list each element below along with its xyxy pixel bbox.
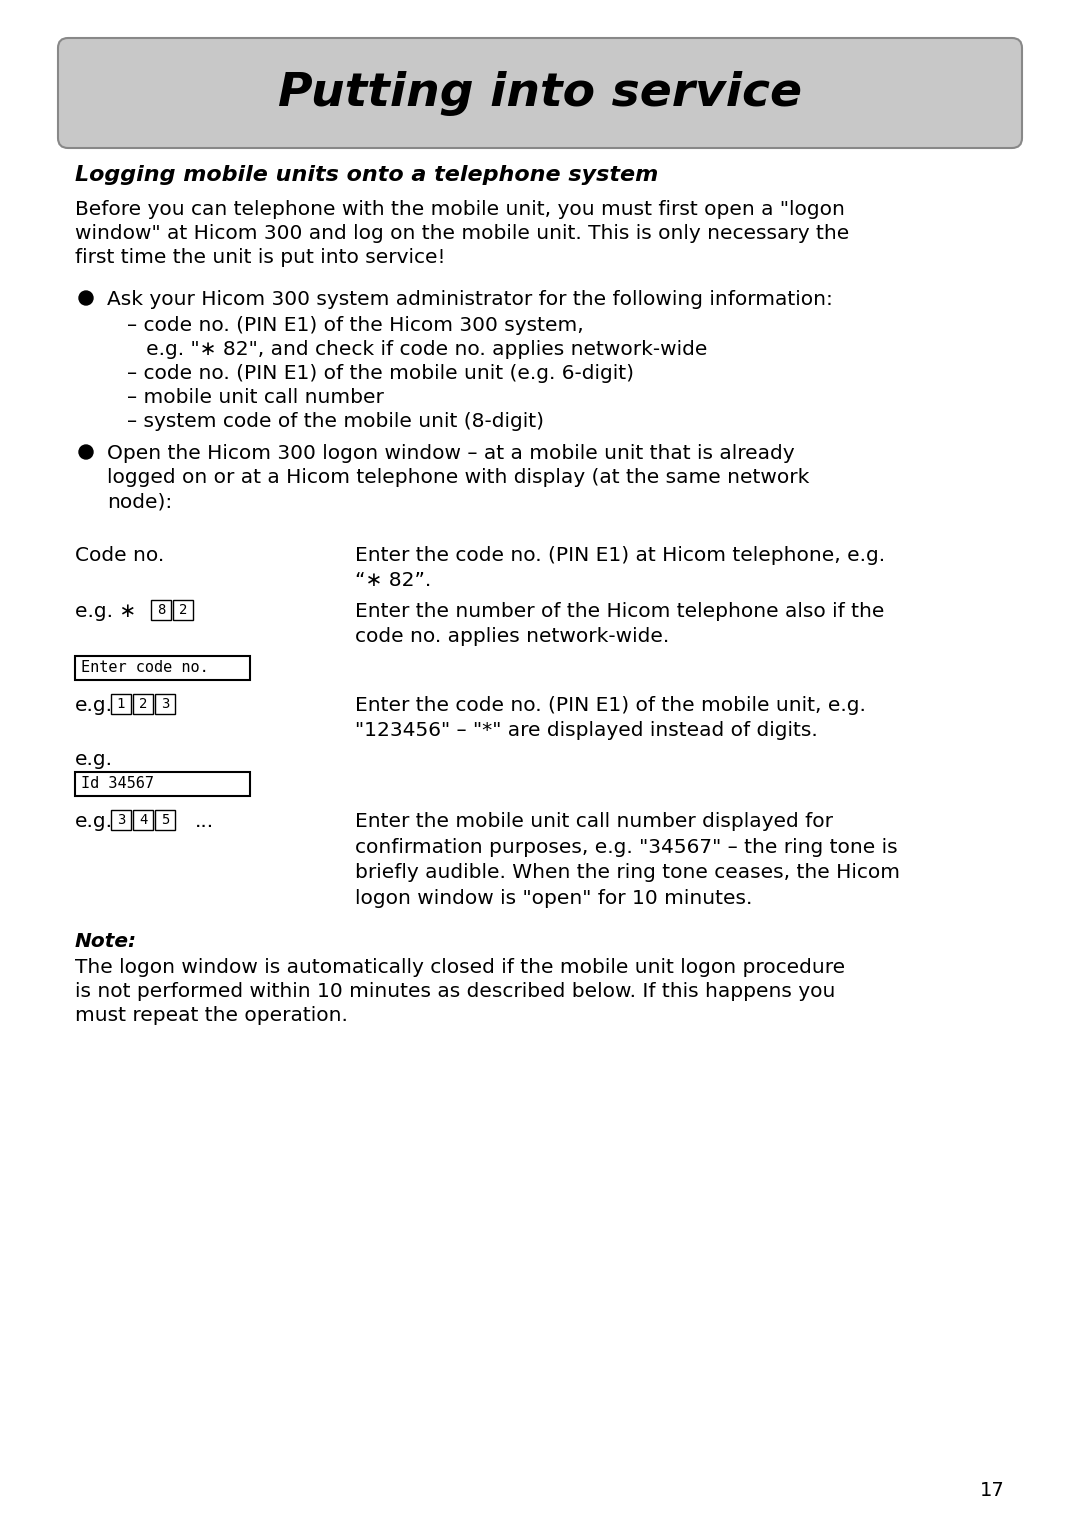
Text: node):: node): — [107, 492, 172, 511]
FancyBboxPatch shape — [58, 38, 1022, 148]
Text: The logon window is automatically closed if the mobile unit logon procedure: The logon window is automatically closed… — [75, 959, 846, 977]
Text: 17: 17 — [981, 1482, 1005, 1500]
Text: e.g. "∗ 82", and check if code no. applies network-wide: e.g. "∗ 82", and check if code no. appli… — [127, 339, 707, 359]
Text: 4: 4 — [139, 813, 147, 827]
Text: Enter the code no. (PIN E1) at Hicom telephone, e.g.
“∗ 82”.: Enter the code no. (PIN E1) at Hicom tel… — [355, 546, 886, 590]
Text: 2: 2 — [179, 602, 187, 618]
Text: – system code of the mobile unit (8-digit): – system code of the mobile unit (8-digi… — [127, 411, 544, 431]
Text: 8: 8 — [157, 602, 165, 618]
Text: – mobile unit call number: – mobile unit call number — [127, 388, 383, 407]
Text: Id 34567: Id 34567 — [81, 777, 154, 792]
Text: Open the Hicom 300 logon window – at a mobile unit that is already: Open the Hicom 300 logon window – at a m… — [107, 443, 795, 463]
Text: e.g.: e.g. — [75, 696, 113, 716]
Text: Putting into service: Putting into service — [278, 70, 802, 116]
Text: – code no. (PIN E1) of the Hicom 300 system,: – code no. (PIN E1) of the Hicom 300 sys… — [127, 317, 584, 335]
Text: Before you can telephone with the mobile unit, you must first open a "logon: Before you can telephone with the mobile… — [75, 200, 845, 219]
Text: Note:: Note: — [75, 933, 137, 951]
Text: 3: 3 — [161, 697, 170, 711]
Bar — [133, 810, 153, 830]
Text: Code no.: Code no. — [75, 546, 164, 566]
Text: e.g.: e.g. — [75, 751, 113, 769]
Bar — [156, 694, 175, 714]
Text: is not performed within 10 minutes as described below. If this happens you: is not performed within 10 minutes as de… — [75, 982, 835, 1001]
Circle shape — [79, 291, 93, 304]
Text: Enter code no.: Enter code no. — [81, 661, 208, 676]
Text: 5: 5 — [161, 813, 170, 827]
Text: Ask your Hicom 300 system administrator for the following information:: Ask your Hicom 300 system administrator … — [107, 291, 833, 309]
Text: 1: 1 — [117, 697, 125, 711]
Bar — [151, 599, 171, 619]
Bar — [75, 772, 249, 797]
Bar — [133, 694, 153, 714]
Bar — [156, 810, 175, 830]
Text: 2: 2 — [139, 697, 147, 711]
Text: Enter the code no. (PIN E1) of the mobile unit, e.g.
"123456" – "*" are displaye: Enter the code no. (PIN E1) of the mobil… — [355, 696, 866, 740]
Text: window" at Hicom 300 and log on the mobile unit. This is only necessary the: window" at Hicom 300 and log on the mobi… — [75, 225, 849, 243]
Text: logged on or at a Hicom telephone with display (at the same network: logged on or at a Hicom telephone with d… — [107, 468, 809, 488]
Text: e.g.: e.g. — [75, 812, 113, 830]
Text: 3: 3 — [117, 813, 125, 827]
Text: Enter the mobile unit call number displayed for
confirmation purposes, e.g. "345: Enter the mobile unit call number displa… — [355, 812, 900, 908]
Text: – code no. (PIN E1) of the mobile unit (e.g. 6-digit): – code no. (PIN E1) of the mobile unit (… — [127, 364, 634, 382]
Text: must repeat the operation.: must repeat the operation. — [75, 1006, 348, 1024]
Bar — [111, 810, 131, 830]
Bar — [75, 656, 249, 680]
Circle shape — [79, 445, 93, 459]
Text: ...: ... — [195, 812, 214, 830]
Bar — [111, 694, 131, 714]
Text: first time the unit is put into service!: first time the unit is put into service! — [75, 248, 446, 268]
Text: e.g. ∗: e.g. ∗ — [75, 602, 136, 621]
Bar — [173, 599, 193, 619]
Text: Logging mobile units onto a telephone system: Logging mobile units onto a telephone sy… — [75, 165, 658, 185]
Text: Enter the number of the Hicom telephone also if the
code no. applies network-wid: Enter the number of the Hicom telephone … — [355, 602, 885, 645]
